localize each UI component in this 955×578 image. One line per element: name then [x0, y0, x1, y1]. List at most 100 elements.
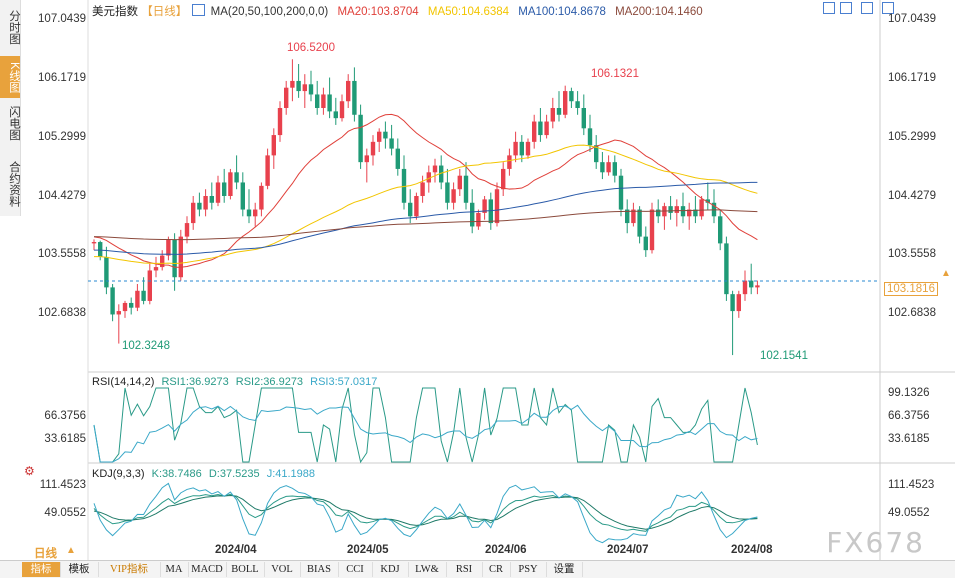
candle-down	[612, 162, 617, 176]
template-button[interactable]: 模板	[60, 562, 99, 577]
candle-down	[327, 94, 332, 112]
boll-button[interactable]: BOLL	[226, 562, 265, 577]
candle-up	[364, 155, 369, 163]
candle-up	[513, 141, 518, 156]
left-tab-strip: 分时图 K线图 闪电图 合约资料	[0, 0, 21, 216]
candle-down	[172, 240, 177, 278]
candle-up	[550, 108, 555, 122]
candle-up	[687, 209, 692, 217]
tab-kline[interactable]: K线图	[0, 56, 20, 98]
kdj-tick: 111.4523	[39, 479, 86, 491]
candle-down	[705, 199, 710, 203]
candle-up	[755, 285, 760, 288]
tab-contract-info[interactable]: 合约资料	[8, 161, 20, 207]
candle-down	[315, 94, 320, 108]
shrink-icon[interactable]	[861, 2, 873, 14]
kdj-header: KDJ(9,3,3) K:38.7486 D:37.5235 J:41.1988	[92, 468, 315, 480]
fullscreen-icon[interactable]	[882, 2, 894, 14]
candle-up	[191, 202, 196, 224]
candle-up	[215, 182, 221, 203]
grid-icon[interactable]	[840, 2, 852, 14]
candle-up	[426, 172, 431, 183]
rsi2-value: RSI2:36.9273	[235, 376, 304, 388]
candle-down	[488, 199, 493, 224]
candle-down	[463, 175, 469, 203]
candle-up	[457, 175, 462, 190]
candle-down	[519, 141, 524, 156]
psy-button[interactable]: PSY	[510, 562, 547, 577]
candle-up	[476, 212, 481, 227]
candle-down	[749, 280, 754, 288]
rsi-header: RSI(14,14,2) RSI1:36.9273 RSI2:36.9273 R…	[92, 376, 377, 388]
candle-down	[643, 236, 648, 251]
candle-down	[246, 209, 252, 217]
price-tick: 104.4279	[888, 190, 936, 202]
symbol-name: 美元指数	[92, 6, 138, 18]
crosshair-icon[interactable]	[823, 2, 835, 14]
candle-up	[451, 189, 456, 203]
candle-up	[116, 311, 121, 315]
candle-down	[401, 168, 407, 203]
candle-up	[203, 196, 208, 210]
rsi-tick: 99.1326	[888, 387, 930, 399]
annotation-high-1: 106.5200	[287, 42, 335, 54]
kdj-tick: 49.0552	[888, 507, 930, 519]
tab-timeshare[interactable]: 分时图	[8, 9, 20, 45]
kdj-j-line	[93, 482, 758, 544]
candle-down	[395, 148, 400, 169]
candle-down	[352, 80, 357, 115]
candle-up	[277, 108, 283, 136]
x-tick: 2024/08	[731, 544, 773, 556]
candle-down	[569, 91, 574, 102]
candle-up	[290, 80, 295, 88]
period-selector[interactable]: 日线 ▲	[0, 544, 88, 561]
rsi-button[interactable]: RSI	[446, 562, 483, 577]
indicator-button[interactable]: 指标	[22, 562, 61, 577]
price-tick: 107.0439	[38, 13, 86, 25]
candle-up	[532, 121, 537, 142]
candle-down	[141, 290, 146, 301]
price-tick: 107.0439	[888, 13, 936, 25]
window-controls	[820, 0, 894, 16]
candle-up	[271, 135, 276, 156]
candle-down	[637, 209, 642, 237]
rsi3-line	[93, 404, 758, 463]
macd-button[interactable]: MACD	[188, 562, 227, 577]
kdj-d-value: D:37.5235	[208, 468, 260, 480]
lw-button[interactable]: LW&	[408, 562, 447, 577]
bias-button[interactable]: BIAS	[300, 562, 339, 577]
candle-down	[625, 209, 630, 224]
tab-flash-chart[interactable]: 闪电图	[8, 105, 20, 141]
candle-up	[370, 141, 376, 156]
candle-up	[544, 121, 549, 136]
ma20-line	[93, 113, 758, 268]
kdj-k-line	[93, 493, 758, 532]
kdj-settings-icon[interactable]: ⚙	[24, 464, 35, 478]
candle-up	[91, 242, 97, 244]
price-tick: 103.5558	[38, 248, 86, 260]
kdj-button[interactable]: KDJ	[372, 562, 409, 577]
candle-down	[556, 108, 562, 115]
period-label[interactable]: 【日线】	[141, 6, 188, 18]
cci-button[interactable]: CCI	[338, 562, 373, 577]
candle-up	[122, 302, 128, 312]
ma-button[interactable]: MA	[160, 562, 189, 577]
vol-button[interactable]: VOL	[264, 562, 301, 577]
ma-toggle-icon[interactable]	[192, 4, 206, 16]
candle-down	[587, 128, 593, 146]
candle-down	[358, 114, 363, 163]
settings-button[interactable]: 设置	[546, 562, 583, 577]
candle-down	[656, 209, 661, 217]
price-tick: 105.2999	[38, 131, 86, 143]
rsi1-line	[93, 387, 758, 464]
cr-button[interactable]: CR	[482, 562, 511, 577]
price-tick: 104.4279	[38, 190, 86, 202]
price-tick: 102.6838	[38, 307, 86, 319]
x-tick: 2024/07	[607, 544, 649, 556]
kdj-d-line	[93, 494, 758, 530]
ma200-line	[93, 209, 758, 241]
candle-up	[674, 206, 679, 213]
candle-up	[321, 94, 326, 108]
vip-indicator-button[interactable]: VIP指标	[98, 562, 161, 577]
candle-up	[147, 270, 152, 301]
